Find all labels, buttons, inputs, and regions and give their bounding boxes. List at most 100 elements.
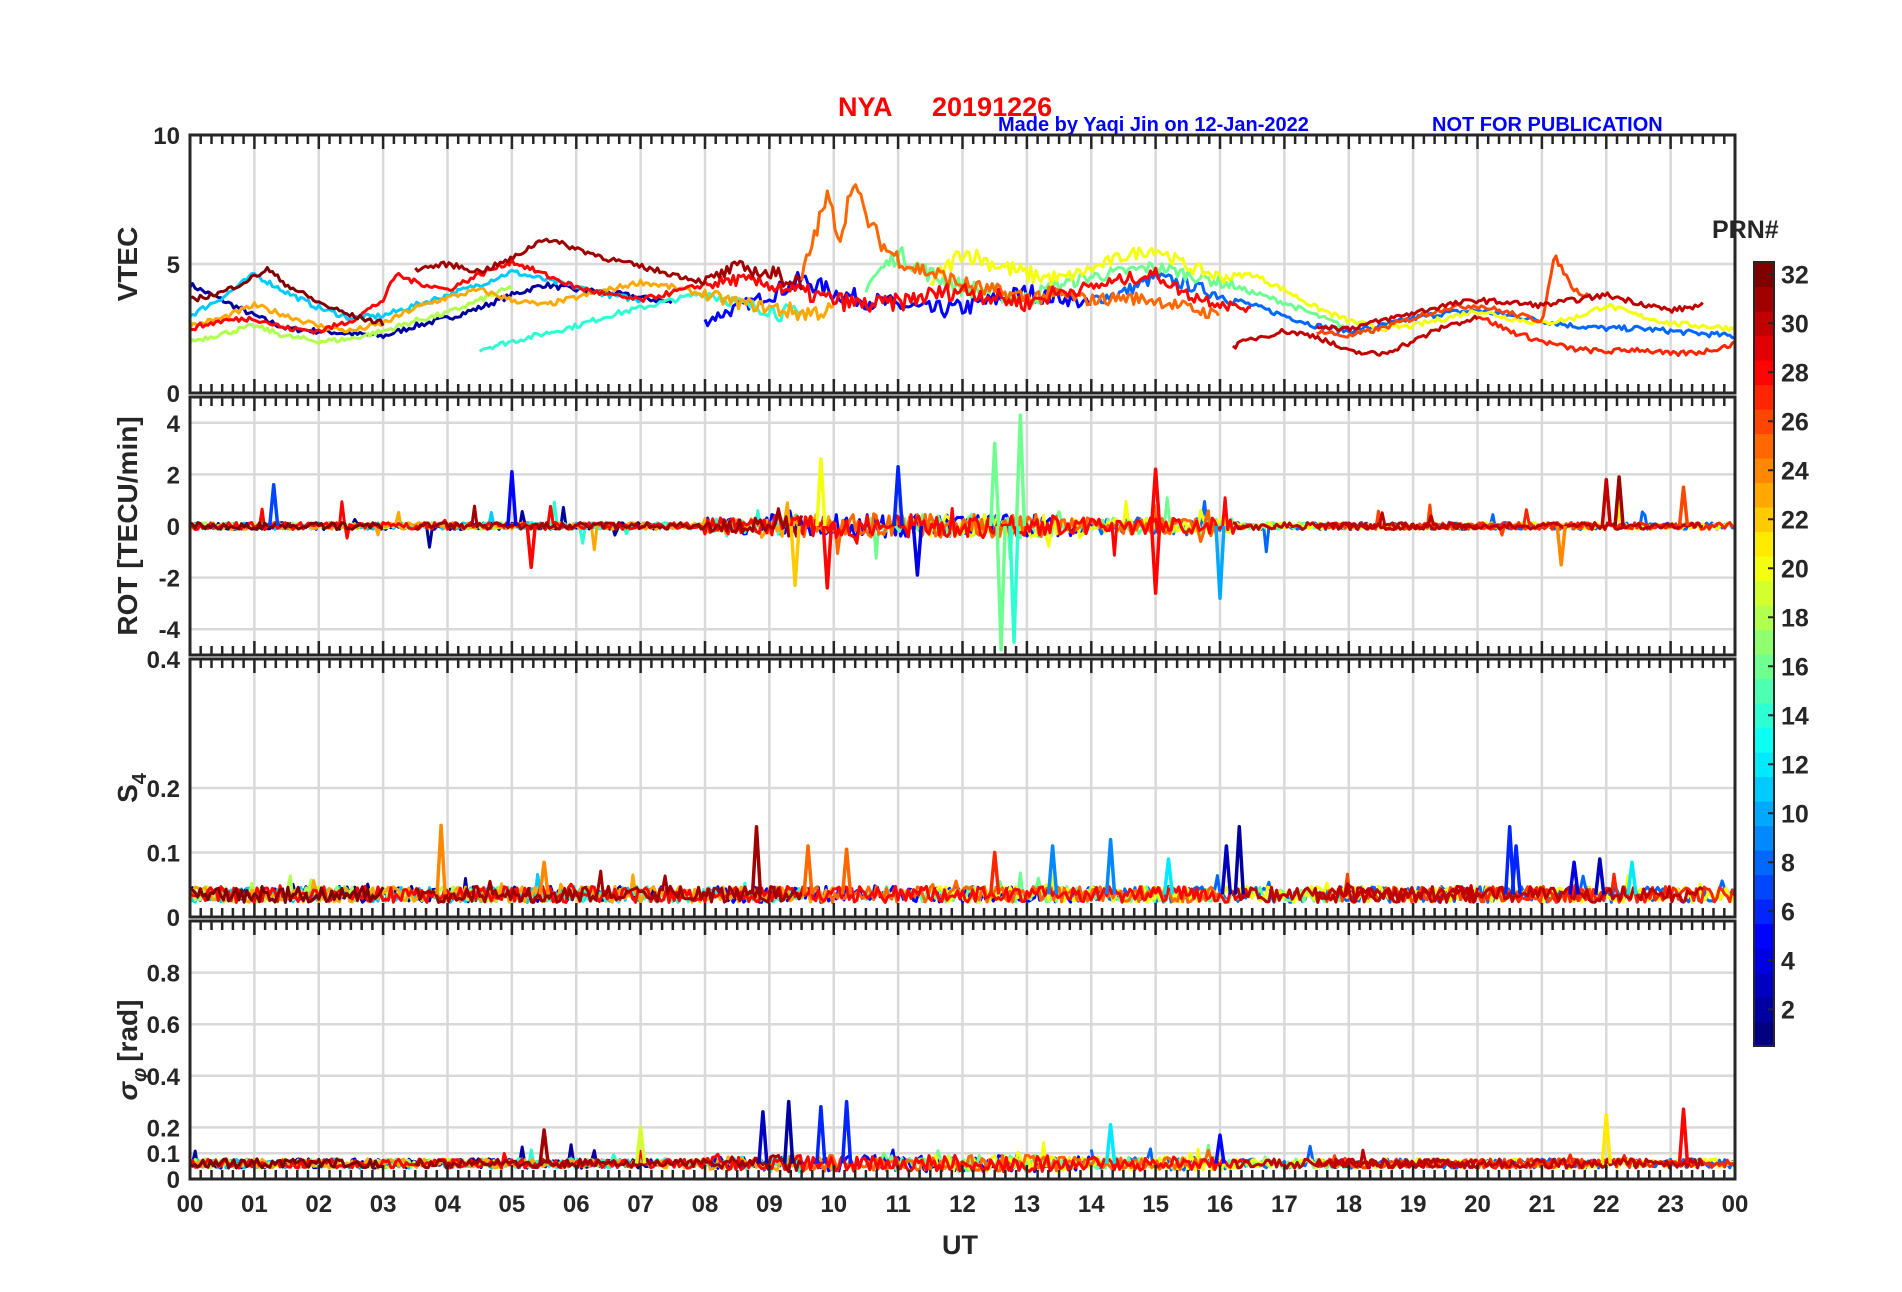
spike: [821, 525, 834, 590]
series-line-sigma: [414, 1153, 803, 1174]
colorbar-tick-label: 2: [1781, 996, 1795, 1024]
y-tick-label: 0: [167, 381, 180, 408]
series-line-vtec: [414, 237, 804, 291]
y-tick-label: 0: [167, 514, 180, 541]
colorbar-tick-label: 4: [1781, 947, 1795, 975]
x-axis: 00 01 02 03 04 05 06 07 08 09 10 11 12 13 14 15 16 17 18 19…: [177, 1191, 1749, 1218]
title-date: 20191226: [932, 92, 1052, 122]
spike: [757, 1110, 769, 1164]
y-axis-label-s4: S4: [112, 772, 151, 803]
colorbar-cell: [1754, 507, 1774, 533]
colorbar-cell: [1754, 458, 1774, 484]
colorbar-cell: [1754, 654, 1774, 680]
series-line-vtec: [1091, 271, 1735, 340]
y-tick-label: 0.8: [147, 961, 180, 988]
y-tick-label: 10: [153, 123, 180, 150]
colorbar-label: PRN#: [1712, 216, 1779, 244]
panel-vtec: 0 5 10 VTEC: [112, 123, 1737, 408]
spike: [789, 525, 801, 588]
colorbar-tick-label: 20: [1781, 555, 1809, 583]
spike: [1149, 467, 1162, 527]
y-tick-label: 0: [167, 1167, 180, 1194]
spike: [840, 1099, 853, 1164]
series-line-vtec: [1316, 254, 1594, 339]
series-line-rot: [1315, 521, 1704, 531]
colorbar-cell: [1754, 335, 1774, 361]
x-tick-label: 07: [627, 1191, 654, 1218]
colorbar-cell: [1754, 972, 1774, 998]
series-line-vtec: [929, 246, 1735, 333]
x-tick-label: 19: [1400, 1191, 1427, 1218]
series-line-rot: [1232, 511, 1479, 531]
spike: [750, 824, 763, 895]
y-axis-label-rot: ROT [TECU/min]: [112, 416, 143, 635]
colorbar-frame: [1753, 261, 1775, 1047]
colorbar-cell: [1754, 384, 1774, 410]
spike: [1214, 525, 1226, 600]
spike: [911, 525, 924, 577]
y-tick-label: 0.1: [147, 1141, 180, 1168]
spike: [1510, 844, 1522, 895]
y-tick-label: 0.4: [147, 647, 181, 674]
x-tick-label: 05: [499, 1191, 526, 1218]
spike: [815, 457, 827, 527]
x-tick-label: 04: [434, 1191, 461, 1218]
series-line-sigma: [1232, 1157, 1478, 1170]
series-vtec: [190, 183, 1735, 357]
spike: [538, 1128, 550, 1164]
x-tick-label: 10: [820, 1191, 847, 1218]
spike: [435, 823, 447, 895]
series-rot: [190, 413, 1735, 652]
colorbar-tick-label: 28: [1781, 359, 1809, 387]
y-tick-label: 0.4: [147, 1064, 181, 1091]
series-line-sigma: [190, 1157, 384, 1170]
x-axis-label: UT: [942, 1230, 978, 1260]
x-tick-label: 00: [1722, 1191, 1749, 1218]
y-tick-label: 4: [167, 411, 181, 438]
colorbar-cell: [1754, 703, 1774, 729]
colorbar-tick-label: 8: [1781, 849, 1795, 877]
series-line-sigma: [1315, 1148, 1705, 1170]
y-axis-label-vtec: VTEC: [112, 227, 143, 302]
panel-s4: 0 0.1 0.2 0.4 S4: [112, 647, 1737, 932]
x-tick-label: 11: [885, 1191, 910, 1218]
series-line-s4: [1477, 872, 1735, 904]
series-line-vtec: [1231, 314, 1479, 357]
colorbar-cell: [1754, 531, 1774, 557]
spike: [1014, 413, 1027, 527]
x-tick-label: 00: [177, 1191, 204, 1218]
spike: [1220, 844, 1233, 895]
spike: [1233, 824, 1246, 895]
spike: [1677, 485, 1690, 527]
x-tick-label: 23: [1657, 1191, 1684, 1218]
colorbar-cell: [1754, 678, 1774, 704]
title-notice: NOT FOR PUBLICATION: [1432, 114, 1663, 136]
spike: [1214, 1133, 1226, 1164]
spike: [506, 470, 518, 527]
colorbar-cell: [1754, 556, 1774, 582]
series-line-vtec: [190, 278, 835, 334]
y-tick-label: 5: [167, 252, 180, 279]
y-axis-label-sigma: σφ[rad]: [112, 1000, 151, 1101]
colorbar-cell: [1754, 997, 1774, 1023]
series-line-vtec: [1477, 315, 1735, 357]
series-line-vtec: [800, 183, 1220, 320]
x-tick-label: 02: [305, 1191, 332, 1218]
spike: [538, 860, 550, 895]
x-tick-label: 03: [370, 1191, 397, 1218]
series-line-sigma: [190, 1149, 1253, 1174]
colorbar-cell: [1754, 899, 1774, 925]
colorbar-tick-label: 24: [1781, 457, 1809, 485]
series-line-vtec: [190, 268, 642, 321]
x-tick-label: 08: [692, 1191, 719, 1218]
spike: [988, 441, 1001, 527]
title-station: NYA: [838, 92, 893, 122]
x-minor-ticks: [188, 397, 1737, 655]
spike: [1104, 1123, 1117, 1164]
colorbar-tick-label: 30: [1781, 310, 1809, 338]
series-line-vtec: [190, 266, 385, 327]
spike: [1600, 1112, 1613, 1164]
spike: [1594, 857, 1606, 895]
spike: [988, 850, 1001, 895]
